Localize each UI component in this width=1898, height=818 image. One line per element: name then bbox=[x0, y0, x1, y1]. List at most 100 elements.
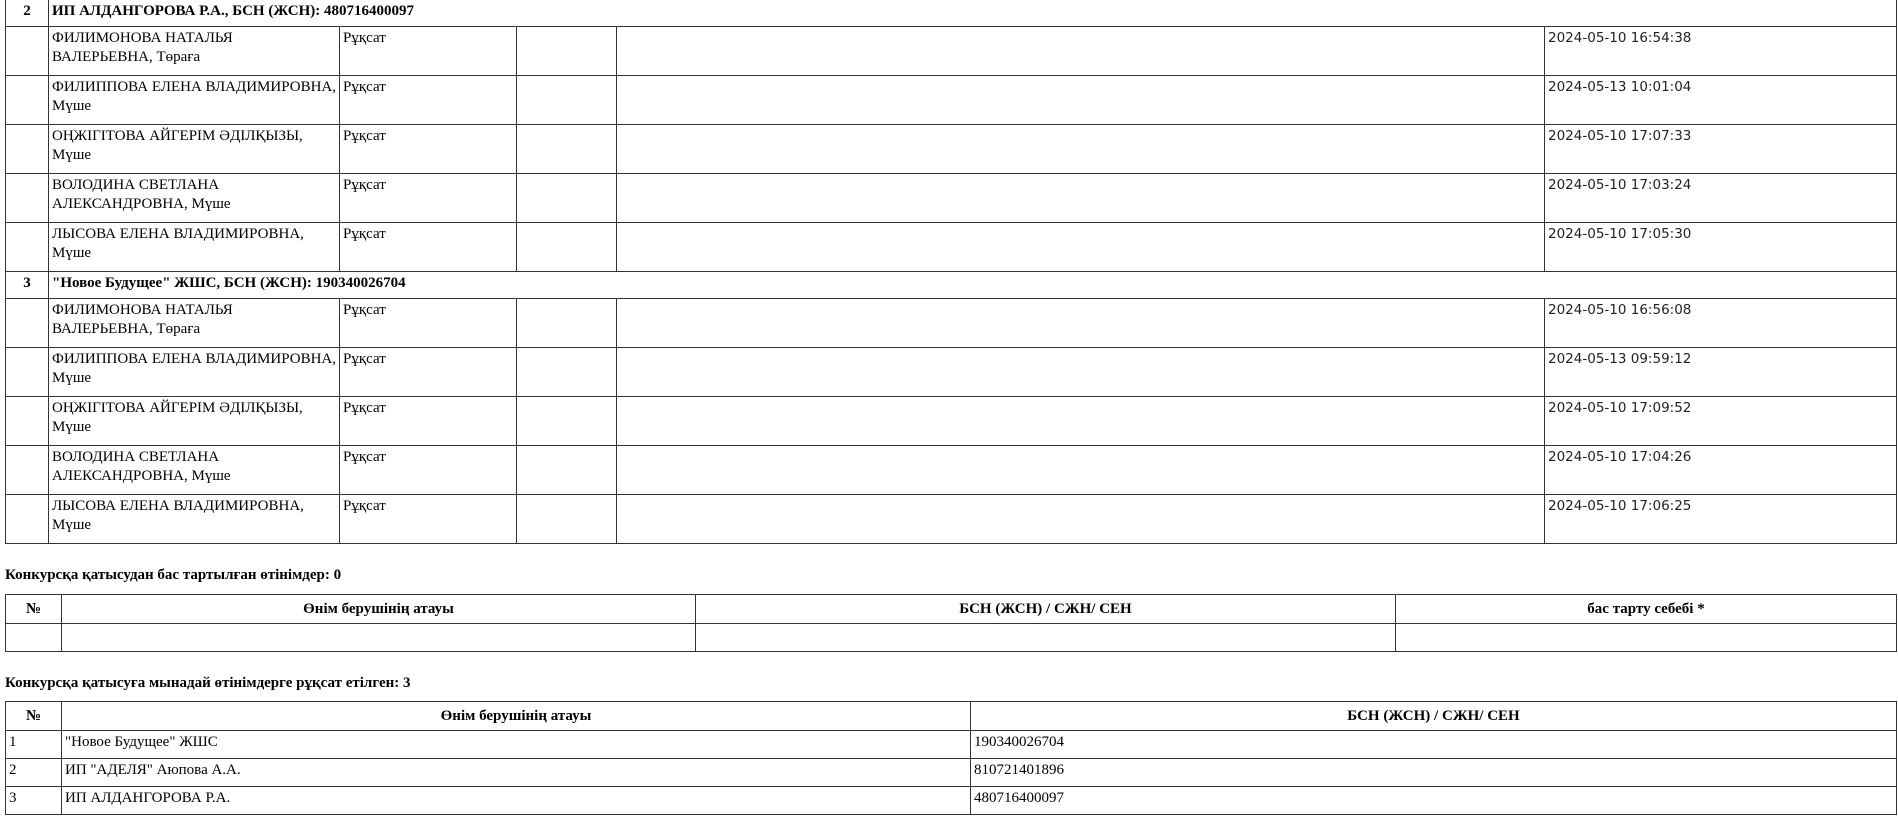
member-decision: Рұқсат bbox=[339, 75, 517, 125]
cell bbox=[616, 75, 1545, 125]
member-decision: Рұқсат bbox=[339, 26, 517, 76]
supplier-name: "Новое Будущее" ЖШС bbox=[61, 730, 971, 759]
admitted-applications-title: Конкурсқа қатысуға мынадай өтінімдерге р… bbox=[5, 675, 411, 691]
cell bbox=[616, 298, 1545, 348]
cell bbox=[5, 494, 49, 544]
cell bbox=[5, 173, 49, 223]
row-number: 3 bbox=[5, 786, 62, 815]
table-header-row: № Өнім берушінің атауы БСН (ЖСН) / СЖН/ … bbox=[5, 701, 1897, 731]
rejected-applications-table: № Өнім берушінің атауы БСН (ЖСН) / СЖН/ … bbox=[5, 594, 1897, 652]
member-decision: Рұқсат bbox=[339, 494, 517, 544]
group-header-row: 3 "Новое Будущее" ЖШС, БСН (ЖСН): 1903400… bbox=[5, 271, 1898, 299]
group-number: 2 bbox=[5, 0, 49, 27]
row-number: 1 bbox=[5, 730, 62, 759]
cell bbox=[516, 75, 617, 125]
cell bbox=[5, 445, 49, 495]
cell bbox=[695, 623, 1396, 652]
cell bbox=[5, 298, 49, 348]
member-decision-date: 2024-05-10 17:05:30 bbox=[1543, 222, 1898, 272]
member-decision-date: 2024-05-10 17:09:52 bbox=[1543, 396, 1898, 446]
admitted-applications-table: № Өнім берушінің атауы БСН (ЖСН) / СЖН/ … bbox=[5, 701, 1897, 815]
member-decision-date: 2024-05-10 16:56:08 bbox=[1543, 298, 1898, 348]
group-header: "Новое Будущее" ЖШС, БСН (ЖСН): 19034002… bbox=[47, 271, 1898, 299]
supplier-bin: 480716400097 bbox=[970, 786, 1897, 815]
row-number: 2 bbox=[5, 758, 62, 787]
cell bbox=[516, 173, 617, 223]
group-number: 3 bbox=[5, 271, 49, 299]
supplier-bin: 190340026704 bbox=[970, 730, 1897, 759]
supplier-bin: 810721401896 bbox=[970, 758, 1897, 787]
supplier-name: ИП АЛДАНГОРОВА Р.А. bbox=[61, 786, 971, 815]
group-header: ИП АЛДАНГОРОВА Р.А., БСН (ЖСН): 48071640… bbox=[47, 0, 1898, 27]
cell bbox=[616, 222, 1545, 272]
member-decision-date: 2024-05-10 17:06:25 bbox=[1543, 494, 1898, 544]
cell bbox=[616, 26, 1545, 76]
member-decision: Рұқсат bbox=[339, 347, 517, 397]
column-header-number: № bbox=[5, 701, 62, 731]
supplier-name: ИП "АДЕЛЯ" Аюпова А.А. bbox=[61, 758, 971, 787]
table-row bbox=[5, 623, 1897, 652]
cell bbox=[5, 75, 49, 125]
table-row: ФИЛИППОВА ЕЛЕНА ВЛАДИМИРОВНА, Мүше Рұқсат… bbox=[5, 75, 1898, 125]
column-header-supplier-name: Өнім берушінің атауы bbox=[61, 701, 971, 731]
member-name: ФИЛИМОНОВА НАТАЛЬЯ ВАЛЕРЬЕВНА, Төраға bbox=[48, 298, 340, 348]
member-name: ОҢЖІГІТОВА АЙГЕРІМ ӘДІЛҚЫЗЫ, Мүше bbox=[48, 396, 340, 446]
column-header-bin: БСН (ЖСН) / СЖН/ СЕН bbox=[695, 594, 1396, 624]
cell bbox=[616, 445, 1545, 495]
member-name: ЛЫСОВА ЕЛЕНА ВЛАДИМИРОВНА, Мүше bbox=[48, 222, 340, 272]
table-row: ЛЫСОВА ЕЛЕНА ВЛАДИМИРОВНА, Мүше Рұқсат 202… bbox=[5, 222, 1898, 272]
table-row: ФИЛИППОВА ЕЛЕНА ВЛАДИМИРОВНА, Мүше Рұқсат… bbox=[5, 347, 1898, 397]
member-decision: Рұқсат bbox=[339, 222, 517, 272]
cell bbox=[616, 173, 1545, 223]
column-header-rejection-reason: бас тарту себебі * bbox=[1395, 594, 1897, 624]
table-row: ВОЛОДИНА СВЕТЛАНА АЛЕКСАНДРОВНА, Мүше Рұқ… bbox=[5, 173, 1898, 223]
table-row: ЛЫСОВА ЕЛЕНА ВЛАДИМИРОВНА, Мүше Рұқсат 202… bbox=[5, 494, 1898, 544]
member-decision-date: 2024-05-13 10:01:04 bbox=[1543, 75, 1898, 125]
table-row: 1 "Новое Будущее" ЖШС 190340026704 bbox=[5, 730, 1897, 759]
cell bbox=[516, 222, 617, 272]
member-decision-date: 2024-05-13 09:59:12 bbox=[1543, 347, 1898, 397]
member-decision-date: 2024-05-10 17:03:24 bbox=[1543, 173, 1898, 223]
column-header-number: № bbox=[5, 594, 62, 624]
member-decision-date: 2024-05-10 16:54:38 bbox=[1543, 26, 1898, 76]
cell bbox=[5, 222, 49, 272]
member-decision-date: 2024-05-10 17:07:33 bbox=[1543, 124, 1898, 174]
table-row: 3 ИП АЛДАНГОРОВА Р.А. 480716400097 bbox=[5, 786, 1897, 815]
table-row: ОҢЖІГІТОВА АЙГЕРІМ ӘДІЛҚЫЗЫ, Мүше Рұқсат 2… bbox=[5, 396, 1898, 446]
table-row: ОҢЖІГІТОВА АЙГЕРІМ ӘДІЛҚЫЗЫ, Мүше Рұқсат 2… bbox=[5, 124, 1898, 174]
member-decision: Рұқсат bbox=[339, 173, 517, 223]
member-decision-date: 2024-05-10 17:04:26 bbox=[1543, 445, 1898, 495]
table-row: ВОЛОДИНА СВЕТЛАНА АЛЕКСАНДРОВНА, Мүше Рұқ… bbox=[5, 445, 1898, 495]
cell bbox=[516, 347, 617, 397]
commission-decisions-table: 2 ИП АЛДАНГОРОВА Р.А., БСН (ЖСН): 4807164… bbox=[5, 0, 1898, 544]
member-name: ВОЛОДИНА СВЕТЛАНА АЛЕКСАНДРОВНА, Мүше bbox=[48, 445, 340, 495]
cell bbox=[516, 494, 617, 544]
cell bbox=[61, 623, 696, 652]
cell bbox=[616, 494, 1545, 544]
rejected-applications-title: Конкурсқа қатысудан бас тартылған өтінім… bbox=[5, 567, 342, 583]
cell bbox=[5, 396, 49, 446]
member-decision: Рұқсат bbox=[339, 124, 517, 174]
cell bbox=[516, 124, 617, 174]
cell bbox=[516, 26, 617, 76]
member-name: ФИЛИППОВА ЕЛЕНА ВЛАДИМИРОВНА, Мүше bbox=[48, 75, 340, 125]
cell bbox=[5, 124, 49, 174]
cell bbox=[616, 347, 1545, 397]
member-name: ФИЛИМОНОВА НАТАЛЬЯ ВАЛЕРЬЕВНА, Төраға bbox=[48, 26, 340, 76]
column-header-bin: БСН (ЖСН) / СЖН/ СЕН bbox=[970, 701, 1897, 731]
cell bbox=[5, 26, 49, 76]
table-row: 2 ИП "АДЕЛЯ" Аюпова А.А. 810721401896 bbox=[5, 758, 1897, 787]
table-header-row: № Өнім берушінің атауы БСН (ЖСН) / СЖН/ … bbox=[5, 594, 1897, 624]
member-name: ЛЫСОВА ЕЛЕНА ВЛАДИМИРОВНА, Мүше bbox=[48, 494, 340, 544]
member-name: ВОЛОДИНА СВЕТЛАНА АЛЕКСАНДРОВНА, Мүше bbox=[48, 173, 340, 223]
member-name: ОҢЖІГІТОВА АЙГЕРІМ ӘДІЛҚЫЗЫ, Мүше bbox=[48, 124, 340, 174]
member-decision: Рұқсат bbox=[339, 298, 517, 348]
cell bbox=[616, 124, 1545, 174]
cell bbox=[1395, 623, 1897, 652]
member-decision: Рұқсат bbox=[339, 396, 517, 446]
cell bbox=[616, 396, 1545, 446]
column-header-supplier-name: Өнім берушінің атауы bbox=[61, 594, 696, 624]
member-decision: Рұқсат bbox=[339, 445, 517, 495]
cell bbox=[516, 298, 617, 348]
cell bbox=[5, 623, 62, 652]
